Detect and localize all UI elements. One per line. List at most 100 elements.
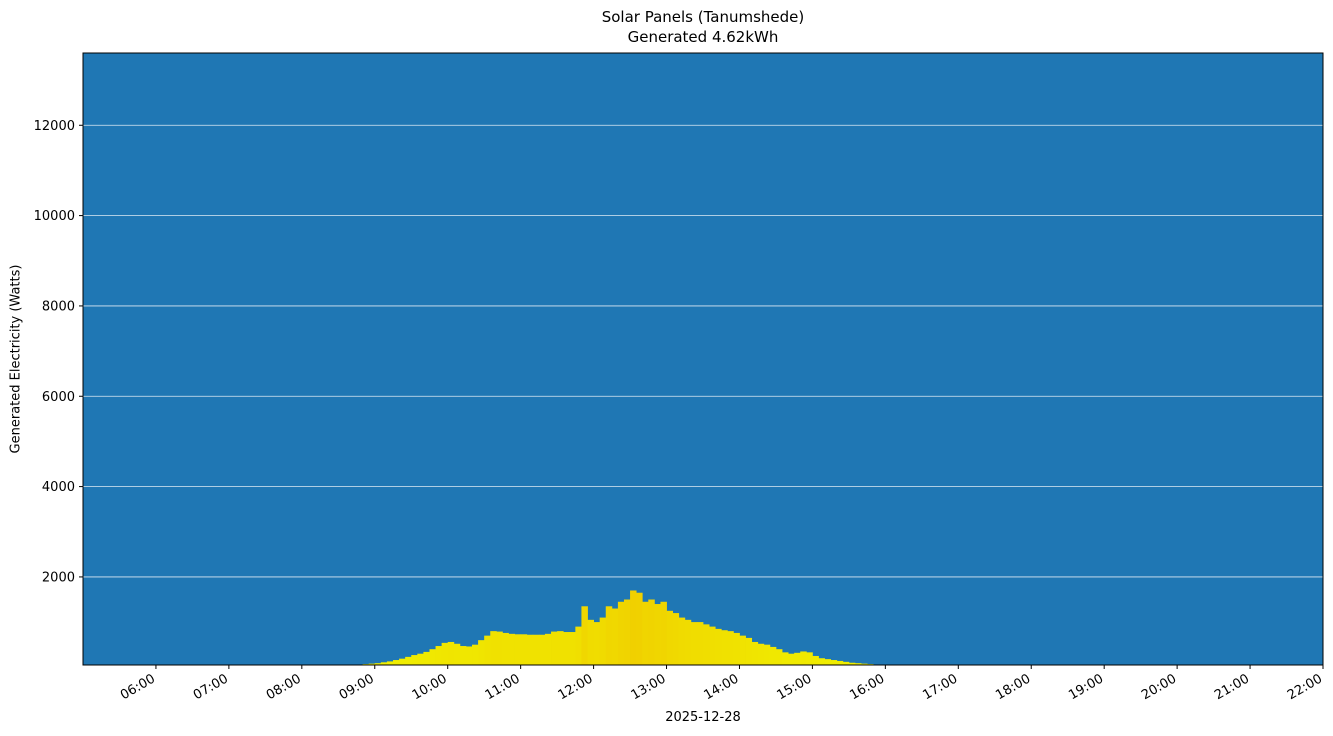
bar [769,646,777,665]
bar [818,658,825,665]
bar [727,631,734,665]
x-tick-label: 16:00 [847,671,887,703]
x-tick-label: 15:00 [774,671,814,703]
y-tick-label: 8000 [42,299,75,314]
bar [830,660,838,665]
x-tick-label: 11:00 [483,671,523,703]
bar [763,644,771,665]
x-tick-label: 20:00 [1139,671,1179,703]
chart-title: Solar Panels (Tanumshede) [601,8,805,26]
bar [496,631,503,665]
bar [599,617,607,665]
bar [508,633,515,665]
y-tick-label: 6000 [42,390,75,405]
bar [715,628,722,665]
bar [709,626,716,665]
bar [575,626,582,665]
bar [861,663,868,665]
bar [581,606,588,665]
bar [399,658,406,665]
plot-area [83,53,1323,665]
x-tick-label: 07:00 [191,671,231,703]
bar [824,659,832,665]
chart-subtitle: Generated 4.62kWh [627,28,779,46]
bar [538,634,546,665]
bar [368,663,376,665]
bar [696,622,704,665]
bar [465,646,473,665]
bar [703,624,710,665]
y-tick-label: 2000 [42,570,75,585]
x-tick-label: 13:00 [629,671,669,703]
bar [642,601,649,665]
bar [374,663,382,665]
x-tick-label: 12:00 [556,671,596,703]
bar [775,649,783,665]
y-tick-label: 4000 [42,480,75,495]
bar [514,634,522,665]
bar [611,608,619,665]
x-tick-label: 18:00 [993,671,1033,703]
bar [733,632,740,665]
bar [520,634,528,665]
bar [405,656,412,665]
bar [484,635,491,665]
bar [648,599,655,665]
bar [654,604,661,665]
bar [782,652,789,665]
bar [386,661,394,665]
y-tick-label: 12000 [34,119,75,134]
bar [745,637,753,665]
bar [684,619,692,665]
bar [842,661,850,665]
x-tick-label: 10:00 [410,671,450,703]
x-axis-label: 2025-12-28 [665,710,741,725]
bar [441,642,449,665]
bar [551,631,558,665]
x-tick-label: 06:00 [118,671,158,703]
bar [690,622,698,665]
y-gridlines [83,124,1323,578]
bar [569,632,576,665]
bar [660,601,667,665]
bar [605,606,613,665]
bar [544,633,552,665]
bar [788,653,795,665]
bar [739,635,746,665]
bar [812,655,819,665]
bar [630,590,637,665]
x-tick-label: 19:00 [1066,671,1106,703]
bar [447,641,455,665]
bar [411,655,418,665]
x-tick-label: 09:00 [337,671,377,703]
bar [848,662,856,665]
x-tick-label: 08:00 [264,671,304,703]
bar [666,610,674,665]
bar [423,651,430,665]
x-axis-ticks: 06:00 07:00 08:00 09:00 10:00 11:00 12:00 13:00… [118,665,1325,703]
bar [459,646,467,665]
bar [751,641,759,665]
x-tick-label: 22:00 [1285,671,1325,703]
x-tick-label: 17:00 [920,671,960,703]
bar [435,646,443,665]
bar [854,663,862,665]
bar [617,601,625,665]
bar [794,652,801,665]
bar [806,652,813,665]
bar [636,592,643,665]
bar [623,599,631,665]
bar [678,617,686,665]
bar [490,631,497,665]
bar [429,649,436,665]
y-axis-ticks: 2000 4000 6000 8000 10000 12000 [34,119,83,585]
y-tick-label: 10000 [34,209,75,224]
bar [836,660,844,665]
bar [587,619,594,665]
bar [532,634,540,665]
bar [393,660,400,665]
x-tick-label: 21:00 [1212,671,1252,703]
bar [721,630,728,665]
bar [453,643,461,665]
